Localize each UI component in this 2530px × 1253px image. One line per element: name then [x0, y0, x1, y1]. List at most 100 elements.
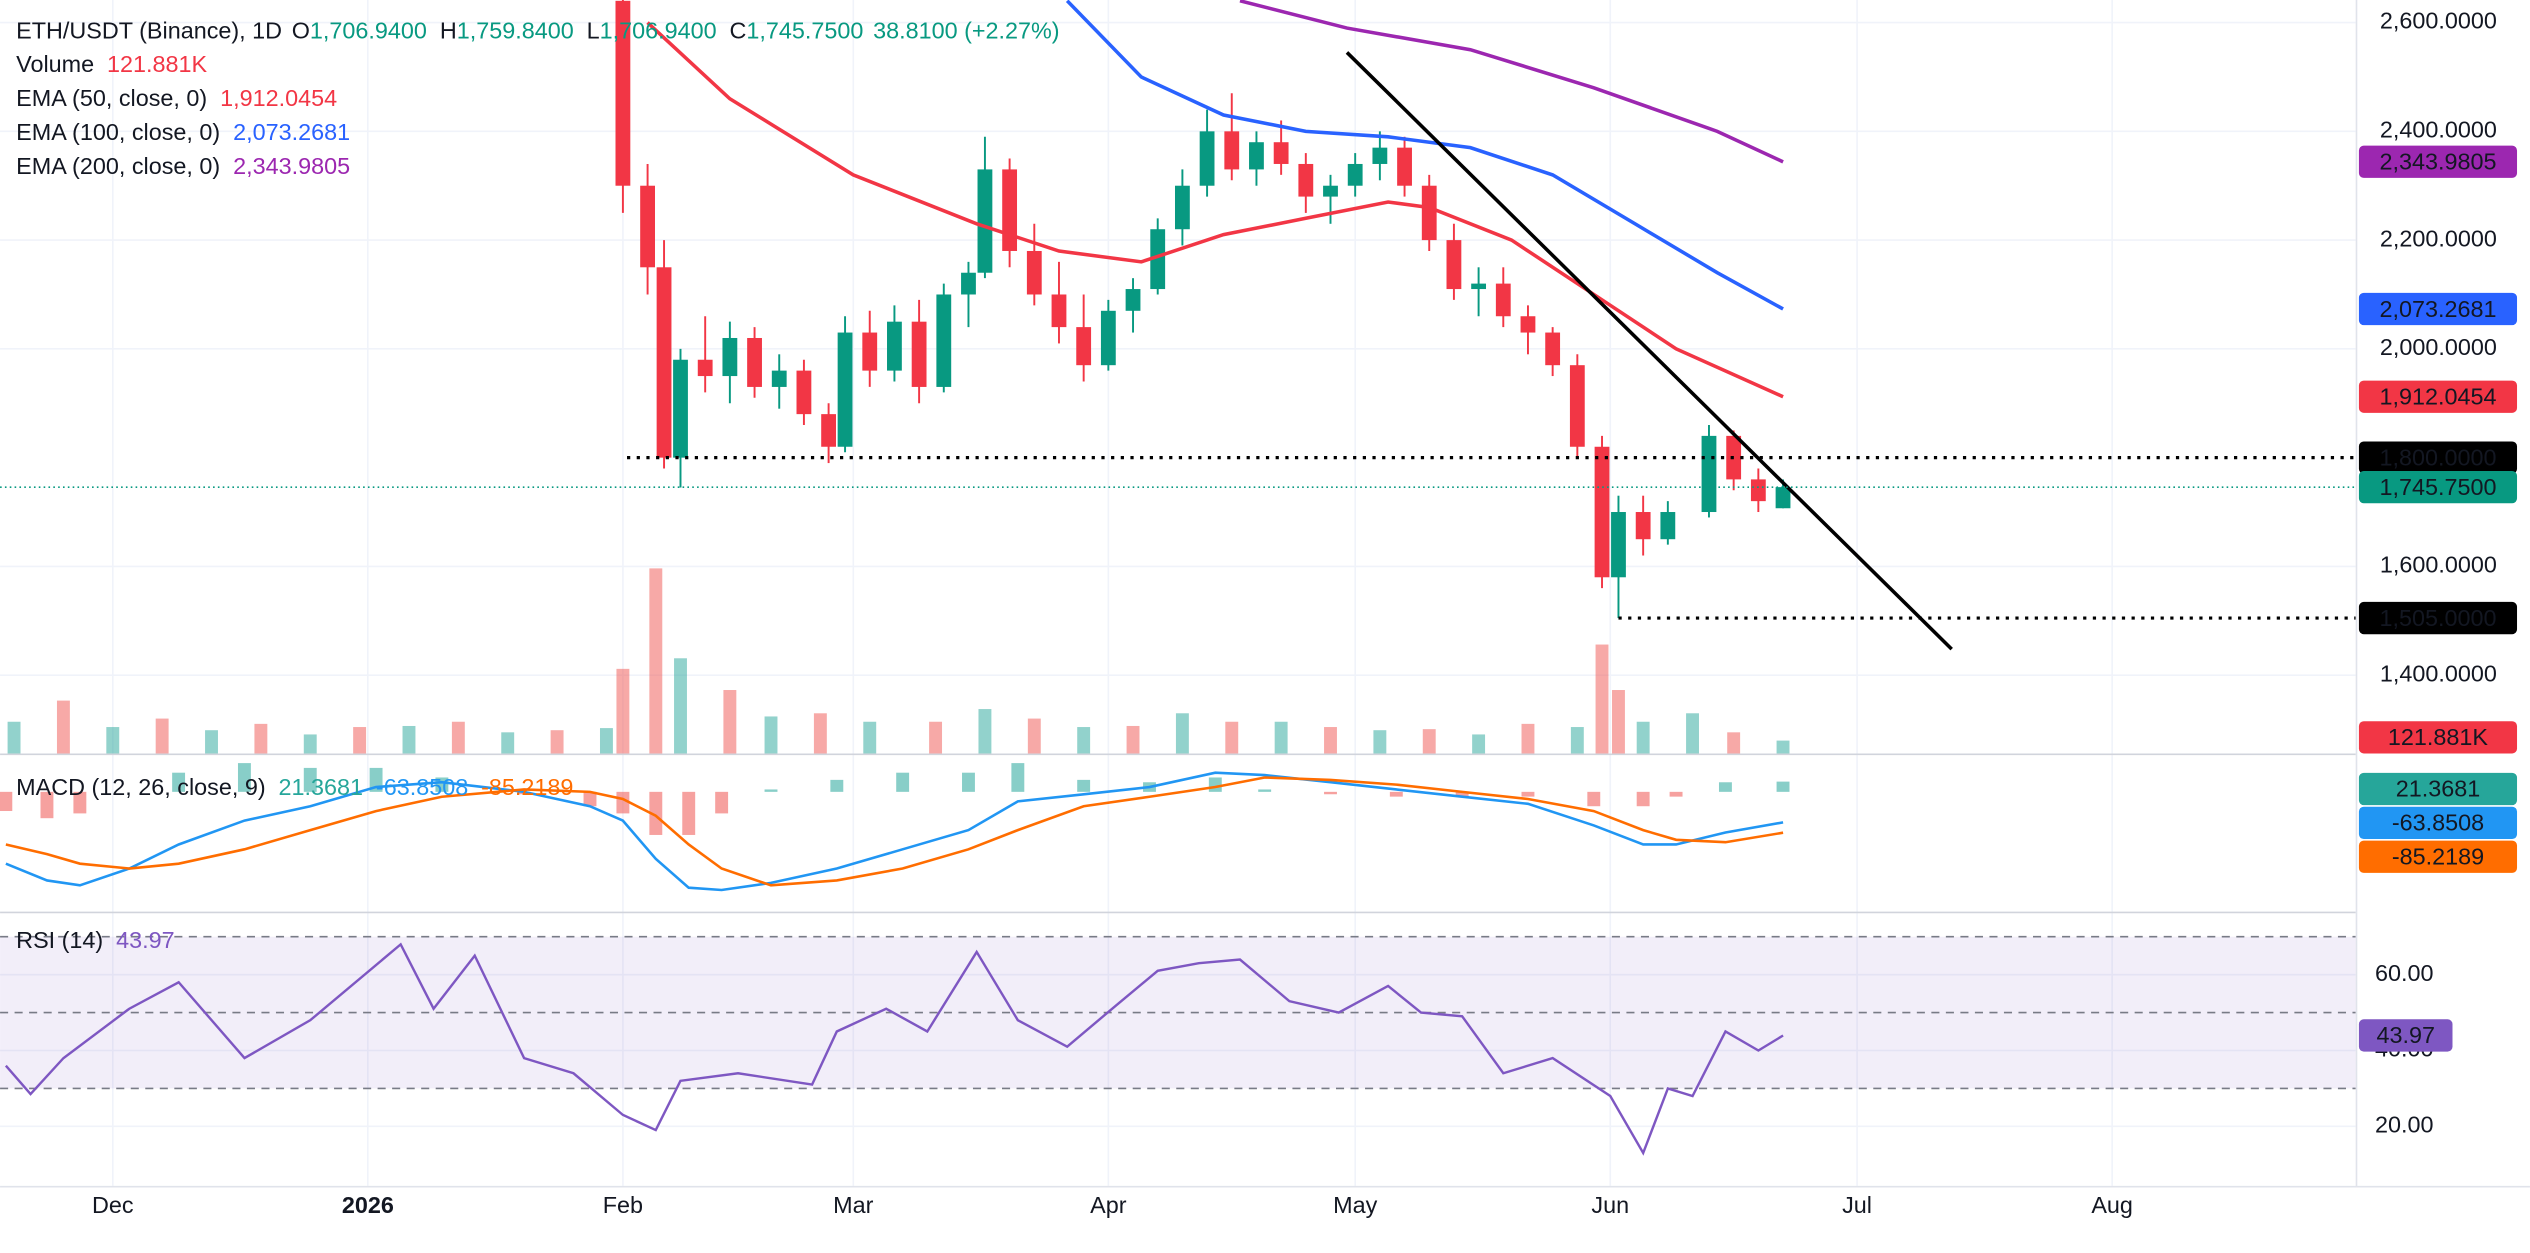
- volume-bar: [155, 718, 169, 754]
- volume-bar: [599, 728, 613, 754]
- candle-body: [911, 321, 927, 387]
- legend-line: EMA (50, close, 0) 1,912.0454: [16, 85, 337, 111]
- volume-bar: [1521, 723, 1535, 754]
- candle-body: [747, 337, 762, 387]
- candle-body: [1660, 512, 1676, 540]
- last-price-label-box: [2358, 471, 2518, 504]
- x-tick-label: Mar: [833, 1192, 873, 1218]
- macd-histogram-bar: [1455, 791, 1469, 797]
- y-tick-label: 2,600.0000: [2380, 8, 2497, 34]
- macd-value-label: -85.2189: [2392, 844, 2484, 870]
- indicator-value: 121.881K: [107, 51, 207, 77]
- candle-body: [1701, 435, 1717, 513]
- ema-line: [1065, 0, 1784, 311]
- y-tick-label: 2,400.0000: [2380, 117, 2497, 143]
- candle-body: [1397, 147, 1412, 186]
- volume-bar: [402, 725, 416, 754]
- indicator-value: 1,912.0454: [220, 85, 337, 111]
- macd-histogram-bar: [962, 772, 975, 792]
- candle-body: [1273, 142, 1289, 164]
- macd-line: [5, 771, 1784, 892]
- candle-body: [640, 185, 655, 268]
- volume-bar: [106, 727, 120, 754]
- macd-histogram-bar: [764, 789, 778, 792]
- candle-body: [887, 321, 902, 371]
- ema-value-label: 1,912.0454: [2379, 383, 2496, 409]
- macd-histogram-bar: [237, 763, 251, 792]
- macd-histogram-bar: [896, 772, 910, 792]
- volume-bar: [1472, 734, 1486, 754]
- ema-value-label: 2,073.2681: [2379, 296, 2496, 322]
- ema-value-label-box: [2358, 145, 2518, 178]
- candle-body: [1174, 185, 1190, 230]
- volume-bar: [1570, 727, 1584, 754]
- candle-body: [1594, 446, 1610, 578]
- x-tick-label: Jun: [1591, 1192, 1629, 1218]
- volume-bar: [1324, 727, 1337, 754]
- indicator-value: 21.3681: [279, 774, 364, 800]
- ema-line: [1239, 0, 1784, 164]
- level-label-box: [2358, 441, 2518, 474]
- candle-body: [1446, 240, 1462, 290]
- candle-body: [1076, 327, 1092, 366]
- macd-histogram-bar: [1587, 791, 1601, 807]
- volume-bar: [303, 734, 317, 754]
- y-tick-label: 2,000.0000: [2380, 334, 2497, 360]
- volume-bar: [1126, 725, 1140, 754]
- symbol-title: ETH/USDT (Binance), 1D: [16, 17, 282, 43]
- candle-body: [1421, 185, 1437, 241]
- candle-body: [722, 337, 738, 377]
- ema-value-label-box: [2358, 292, 2518, 326]
- y-tick-label: 1,600.0000: [2380, 552, 2497, 578]
- macd-histogram-bar: [1718, 782, 1732, 792]
- candle-body: [1495, 283, 1511, 317]
- last-price-label: 1,745.7500: [2379, 474, 2496, 500]
- volume-bar: [978, 709, 992, 754]
- ohlc-key: H: [440, 17, 457, 43]
- ema-line: [646, 21, 1784, 399]
- legend-line: EMA (100, close, 0) 2,073.2681: [16, 119, 350, 145]
- candle-body: [1611, 512, 1626, 578]
- change-value: 38.8100 (+2.27%): [873, 17, 1060, 43]
- x-tick-label: 2026: [342, 1192, 394, 1218]
- indicator-name: EMA (200, close, 0): [16, 153, 220, 179]
- volume-bar: [1077, 727, 1091, 754]
- volume-bar: [1686, 713, 1699, 754]
- volume-bar: [813, 713, 827, 754]
- candle-body: [656, 267, 672, 458]
- candle-body: [1051, 294, 1067, 328]
- volume-bar: [616, 668, 630, 754]
- ohlc-value: 1,706.9400: [600, 17, 717, 43]
- panes: Dec 2026 Feb Mar Apr May Jun Jul Aug 2,600.0000 2,…: [0, 0, 2518, 1218]
- volume-bar: [1175, 713, 1189, 754]
- macd-histogram-bar: [1636, 791, 1650, 807]
- ema-value-label: 2,343.9805: [2379, 149, 2496, 175]
- candle-body: [1026, 250, 1042, 295]
- legend-line: RSI (14) 43.97: [16, 927, 174, 953]
- macd-histogram-bar: [1776, 781, 1790, 792]
- volume-bar: [1612, 690, 1625, 754]
- macd-histogram-bar: [1669, 791, 1683, 797]
- indicator-name: EMA (100, close, 0): [16, 119, 220, 145]
- macd-histogram-bar: [73, 791, 87, 814]
- volume-value-label: 121.881K: [2388, 724, 2488, 750]
- candle-body: [1002, 169, 1018, 251]
- y-tick-label: 1,400.0000: [2380, 660, 2497, 686]
- candle-body: [936, 294, 952, 387]
- legend-line: ETH/USDT (Binance), 1D O1,706.9400 H1,759.…: [16, 17, 1059, 43]
- macd-histogram-bar: [649, 791, 663, 835]
- x-tick-label: Aug: [2091, 1192, 2133, 1218]
- macd-histogram-bar: [40, 791, 54, 819]
- candle-body: [1372, 147, 1388, 164]
- x-tick-label: May: [1333, 1192, 1377, 1218]
- y-tick-label: 2,200.0000: [2380, 225, 2497, 251]
- volume-bar: [451, 721, 465, 754]
- volume-bar: [929, 721, 943, 754]
- macd-histogram-bar: [682, 791, 696, 835]
- y-tick-label: 60.00: [2375, 960, 2433, 986]
- macd-histogram-bar: [172, 772, 186, 792]
- candle-body: [1100, 310, 1116, 366]
